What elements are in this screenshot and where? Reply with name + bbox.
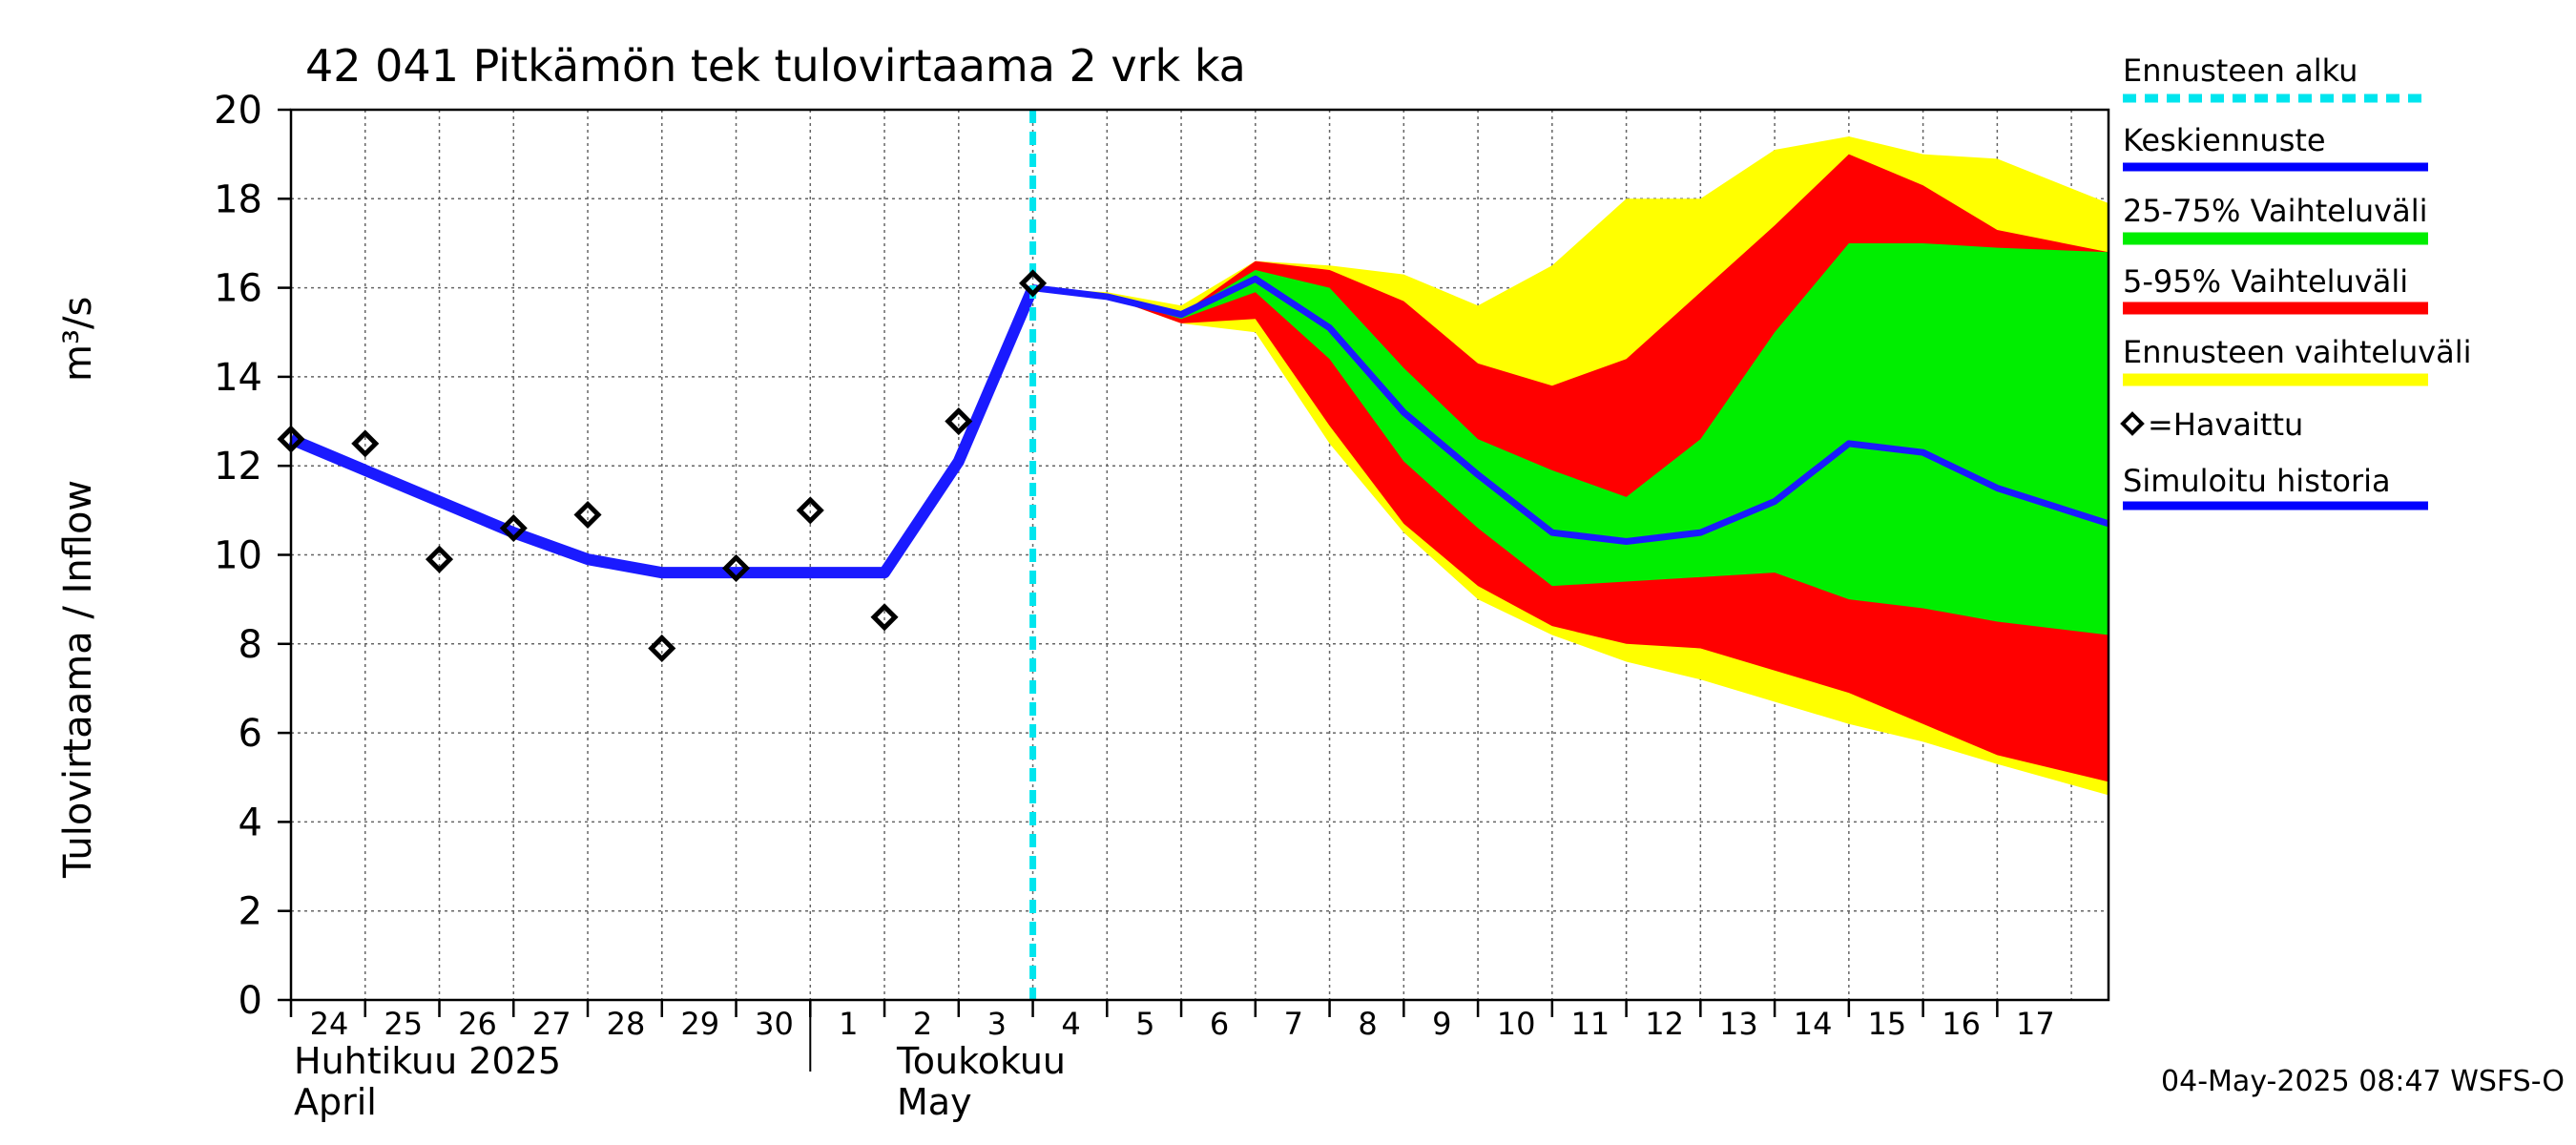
plot-area [277, 110, 2110, 1000]
x-tick-label: 12 [1645, 1006, 1684, 1042]
x-tick-label: 28 [607, 1006, 646, 1042]
y-tick-label: 2 [239, 890, 262, 934]
observed-marker [796, 496, 824, 525]
x-tick-label: 2 [913, 1006, 932, 1042]
x-tick-label: 24 [310, 1006, 349, 1042]
x-tick-label: 6 [1210, 1006, 1229, 1042]
y-tick-label: 16 [214, 267, 262, 311]
simulated-history-line [288, 285, 1039, 579]
x-tick-label: 26 [458, 1006, 497, 1042]
x-tick-label: 29 [680, 1006, 719, 1042]
y-tick-label: 4 [239, 801, 262, 844]
legend: Ennusteen alku Keskiennuste 25-75% Vaihtel… [2120, 52, 2472, 510]
x-tick-label: 9 [1432, 1006, 1451, 1042]
month-label-may-fi: Toukokuu [896, 1040, 1066, 1082]
x-tick-label: 7 [1284, 1006, 1303, 1042]
y-tick-label: 20 [214, 89, 262, 133]
observed-marker [351, 429, 380, 458]
y-tick-label: 12 [214, 445, 262, 489]
observed-marker [1019, 269, 1048, 298]
median-forecast-line [1032, 275, 2110, 546]
x-tick-label: 25 [384, 1006, 423, 1042]
x-tick-label: 27 [532, 1006, 571, 1042]
legend-label: 25-75% Vaihteluväli [2123, 193, 2427, 229]
month-label-may-en: May [897, 1081, 972, 1123]
x-tick-label: 8 [1358, 1006, 1377, 1042]
x-tick-label: 30 [755, 1006, 794, 1042]
y-tick-label: 8 [239, 623, 262, 667]
timestamp: 04-May-2025 08:47 WSFS-O [2161, 1065, 2565, 1098]
band-25-75 [1032, 242, 2109, 635]
y-axis-label: Tulovirtaama / Inflow [56, 480, 100, 879]
x-tick-label: 16 [1942, 1006, 1981, 1042]
legend-label: Simuloitu historia [2123, 463, 2391, 499]
chart-title: 42 041 Pitkämön tek tulovirtaama 2 vrk k… [305, 40, 1246, 92]
observed-marker [425, 545, 454, 573]
x-tick-label: 15 [1867, 1006, 1906, 1042]
x-tick-label: 13 [1719, 1006, 1758, 1042]
y-tick-label: 6 [239, 712, 262, 756]
month-label-april-fi: Huhtikuu 2025 [294, 1040, 561, 1082]
legend-label: 5-95% Vaihteluväli [2123, 263, 2408, 300]
x-tick-label: 14 [1794, 1006, 1833, 1042]
month-label-april-en: April [294, 1081, 377, 1123]
x-tick-label: 4 [1061, 1006, 1080, 1042]
observed-marker [648, 634, 676, 663]
y-tick-label: 18 [214, 177, 262, 221]
x-tick-label: 10 [1497, 1006, 1536, 1042]
legend-swatch-observed [2120, 411, 2145, 436]
y-tick-label: 10 [214, 534, 262, 578]
y-tick-label: 0 [239, 979, 262, 1023]
y-tick-label: 14 [214, 356, 262, 400]
x-tick-label: 11 [1570, 1006, 1610, 1042]
x-tick-label: 1 [839, 1006, 858, 1042]
legend-label: =Havaittu [2148, 406, 2303, 443]
observed-marker [573, 500, 602, 530]
observed-marker [870, 603, 899, 632]
x-tick-label: 3 [987, 1006, 1007, 1042]
x-tick-label: 17 [2016, 1006, 2055, 1042]
observed-marker [499, 513, 528, 543]
y-axis-unit: m³/s [56, 297, 100, 382]
observed-marker [721, 553, 751, 583]
x-tick-label: 5 [1135, 1006, 1154, 1042]
legend-label: Ennusteen alku [2123, 52, 2358, 89]
legend-label: Ennusteen vaihteluväli [2123, 334, 2472, 370]
legend-label: Keskiennuste [2123, 122, 2326, 158]
observed-marker [945, 407, 973, 436]
